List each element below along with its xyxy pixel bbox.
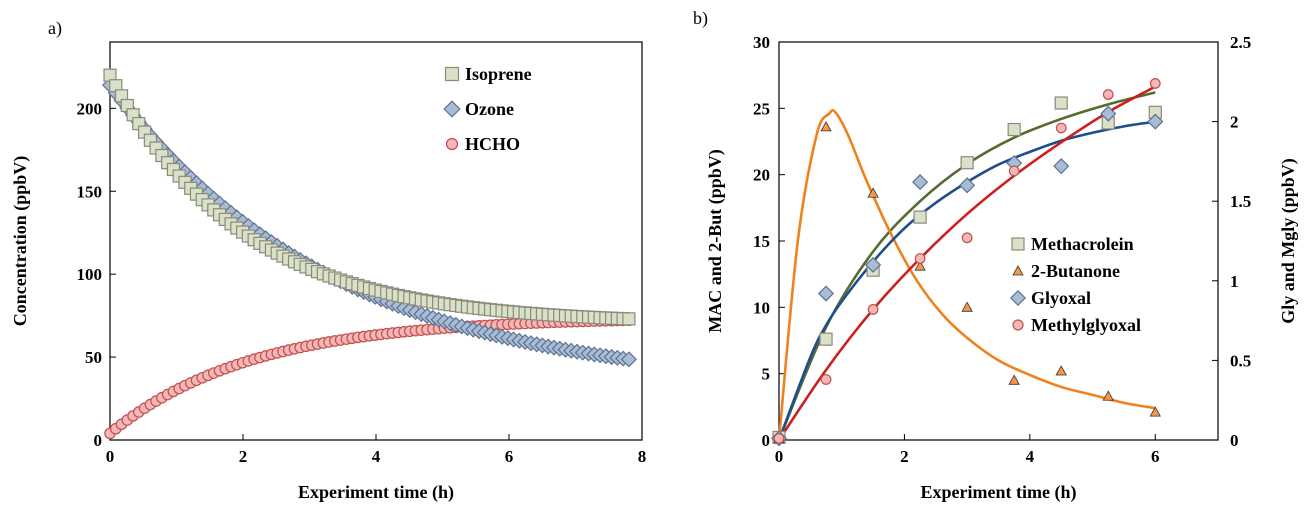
legend-label: Isoprene xyxy=(465,64,532,84)
y-tick-label-a: 0 xyxy=(94,431,103,450)
y-tick-label-a: 50 xyxy=(85,348,102,367)
data-point xyxy=(912,174,929,191)
y-tick-label-a: 150 xyxy=(77,182,103,201)
plot-frame-b xyxy=(778,41,1219,441)
data-point xyxy=(1054,96,1068,110)
fit-line-methylglyoxal xyxy=(777,85,1156,441)
legend-marker xyxy=(443,100,461,118)
x-axis-label-a: Experiment time (h) xyxy=(298,482,454,503)
data-point xyxy=(865,256,882,273)
data-point xyxy=(1053,158,1070,175)
panel-label-b: b) xyxy=(693,8,708,29)
x-tick-label-a: 2 xyxy=(239,447,248,466)
y-axis-label-b: MAC and 2-But (ppbV) xyxy=(705,149,726,333)
data-point xyxy=(1007,122,1021,137)
series-2-butanone xyxy=(773,121,1161,444)
legend-marker xyxy=(1012,319,1024,331)
data-point xyxy=(819,332,833,346)
data-point xyxy=(913,210,927,224)
data-point xyxy=(914,253,926,264)
data-point xyxy=(867,187,879,198)
data-point xyxy=(1149,406,1161,417)
y-right-tick-label-b: 0.5 xyxy=(1230,351,1251,370)
y-right-tick-label-b: 1.5 xyxy=(1230,192,1251,211)
y-tick-label-a: 100 xyxy=(77,265,103,284)
legend-label: Ozone xyxy=(465,99,514,119)
data-point xyxy=(1102,390,1114,401)
x-axis-label-b: Experiment time (h) xyxy=(921,482,1077,503)
chart-a: a) 0 50 100 150 200 0 2 4 6 8 Experiment time (h) Co… xyxy=(10,18,646,503)
x-tick-label-a: 4 xyxy=(372,447,381,466)
legend-label: Methylglyoxal xyxy=(1031,315,1141,335)
series-hcho xyxy=(104,314,635,440)
legend-b: Methacrolein 2-Butanone Glyoxal Methylglyox… xyxy=(1009,234,1141,335)
data-point xyxy=(1055,365,1067,376)
legend-label: Methacrolein xyxy=(1031,234,1134,254)
data-point xyxy=(914,260,926,271)
x-tick-label-b: 2 xyxy=(900,447,909,466)
x-tick-label-b: 0 xyxy=(775,447,784,466)
y-tick-label-b: 0 xyxy=(762,431,771,450)
y-tick-label-a: 200 xyxy=(77,99,103,118)
data-point xyxy=(1008,165,1020,177)
data-point xyxy=(960,156,974,170)
data-point xyxy=(820,374,832,385)
data-point xyxy=(817,285,835,302)
data-point xyxy=(961,232,973,244)
data-point xyxy=(820,121,832,132)
series-methylglyoxal xyxy=(773,77,1161,444)
legend-a: Isoprene Ozone HCHO xyxy=(443,64,532,154)
data-point xyxy=(961,301,973,312)
data-point xyxy=(773,433,785,444)
y-tick-label-b: 5 xyxy=(762,365,771,384)
data-point xyxy=(1055,122,1067,134)
data-point xyxy=(959,177,976,194)
y-right-tick-label-b: 2.5 xyxy=(1230,33,1251,52)
legend-marker xyxy=(1011,237,1025,251)
x-tick-label-b: 6 xyxy=(1151,447,1160,466)
y-axis-label-a: Concentration (ppbV) xyxy=(10,156,31,327)
legend-label: 2-Butanone xyxy=(1031,261,1120,281)
y-tick-label-b: 20 xyxy=(753,166,770,185)
y-tick-label-b: 25 xyxy=(753,99,770,118)
x-tick-label-a: 6 xyxy=(505,447,514,466)
legend-marker xyxy=(444,66,460,82)
chart-b: b) 0 5 10 15 20 25 30 0 0.5 1 1.5 2 2.5 0 2 4 6 Experiment… xyxy=(693,8,1299,503)
data-point xyxy=(620,351,637,368)
data-point xyxy=(1100,105,1117,122)
y-right-tick-label-b: 0 xyxy=(1230,431,1239,450)
data-point xyxy=(1147,113,1164,130)
data-point xyxy=(1008,374,1020,385)
y-tick-label-b: 30 xyxy=(753,33,770,52)
legend-marker xyxy=(445,137,459,151)
legend-label: Glyoxal xyxy=(1031,288,1091,308)
data-point xyxy=(1149,77,1161,89)
y-tick-label-b: 15 xyxy=(753,232,770,251)
fit-line-glyoxal xyxy=(777,120,1156,441)
data-point xyxy=(1102,89,1114,100)
panel-label-a: a) xyxy=(48,18,62,39)
x-tick-label-b: 4 xyxy=(1026,447,1035,466)
y-right-tick-label-b: 1 xyxy=(1230,272,1239,291)
series-isoprene xyxy=(103,68,636,326)
y-right-axis-label-b: Gly and Mgly (ppbV) xyxy=(1278,158,1299,324)
data-point xyxy=(867,304,879,315)
y-right-tick-label-b: 2 xyxy=(1230,113,1239,132)
x-tick-label-a: 0 xyxy=(106,447,115,466)
data-point xyxy=(622,312,636,326)
legend-marker xyxy=(1009,289,1027,307)
y-tick-label-b: 10 xyxy=(753,298,770,317)
x-tick-label-a: 8 xyxy=(638,447,647,466)
fit-line-2-butanone xyxy=(777,108,1156,441)
legend-label: HCHO xyxy=(465,134,520,154)
legend-marker xyxy=(1012,265,1024,276)
